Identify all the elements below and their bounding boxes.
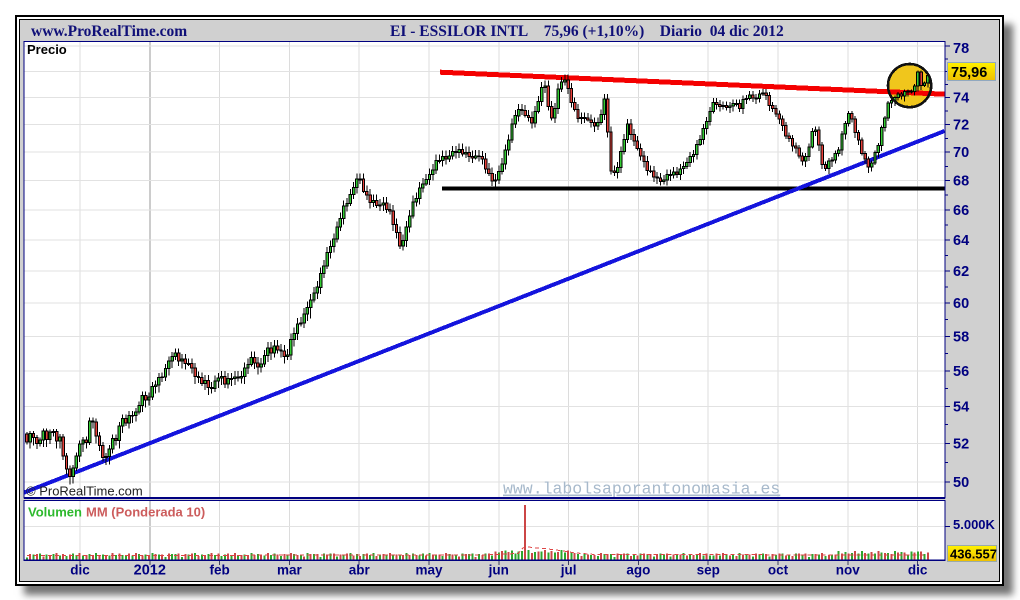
- svg-text:78: 78: [953, 41, 969, 57]
- svg-text:© ProRealTime.com: © ProRealTime.com: [26, 484, 143, 499]
- svg-text:nov: nov: [836, 563, 860, 578]
- svg-text:52: 52: [953, 436, 969, 452]
- svg-text:MM (Ponderada 10): MM (Ponderada 10): [86, 505, 205, 520]
- svg-text:64: 64: [953, 233, 969, 249]
- svg-text:436.557: 436.557: [950, 547, 997, 562]
- svg-text:56: 56: [953, 364, 969, 380]
- svg-text:dic: dic: [908, 563, 928, 578]
- svg-text:ago: ago: [626, 563, 650, 578]
- svg-text:2012: 2012: [134, 563, 166, 579]
- svg-text:dic: dic: [70, 563, 90, 578]
- svg-text:60: 60: [953, 296, 969, 312]
- svg-text:70: 70: [953, 145, 969, 161]
- svg-text:EI - ESSILOR INTL 75,96 (+1: EI - ESSILOR INTL 75,96 (+1,10%) Diario …: [390, 23, 784, 40]
- svg-text:jul: jul: [560, 563, 577, 578]
- svg-text:74: 74: [953, 91, 969, 107]
- svg-text:jun: jun: [488, 563, 509, 578]
- svg-text:mar: mar: [277, 563, 303, 578]
- svg-text:abr: abr: [349, 563, 371, 578]
- svg-text:may: may: [415, 563, 443, 578]
- svg-text:58: 58: [953, 329, 969, 345]
- svg-text:sep: sep: [697, 563, 720, 578]
- svg-text:5.000K: 5.000K: [953, 517, 996, 532]
- svg-text:www.labolsaporantonomasia.es: www.labolsaporantonomasia.es: [503, 480, 780, 499]
- svg-text:Precio: Precio: [27, 42, 67, 57]
- svg-text:66: 66: [953, 203, 969, 219]
- svg-text:54: 54: [953, 399, 969, 415]
- svg-text:www.ProRealTime.com: www.ProRealTime.com: [31, 23, 187, 40]
- svg-text:62: 62: [953, 264, 969, 280]
- svg-text:Volumen: Volumen: [28, 505, 82, 520]
- svg-text:68: 68: [953, 174, 969, 190]
- svg-text:feb: feb: [209, 563, 229, 578]
- svg-text:72: 72: [953, 118, 969, 134]
- svg-text:50: 50: [953, 475, 969, 491]
- svg-text:oct: oct: [768, 563, 789, 578]
- svg-text:75,96: 75,96: [951, 65, 987, 81]
